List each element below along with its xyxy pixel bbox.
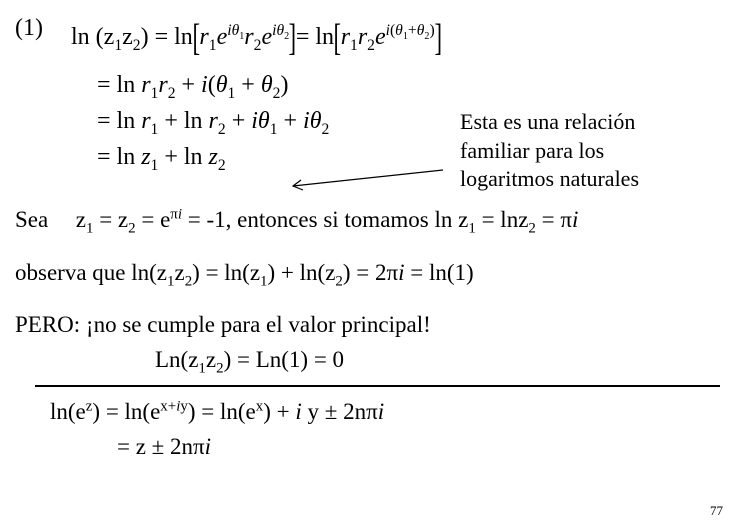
pero-line-2: Ln(z1z2) = Ln(1) = 0	[15, 343, 710, 378]
annotation-text: Esta es una relación familiar para los l…	[460, 108, 700, 194]
divider	[35, 385, 720, 387]
boxed-line-2: = z ± 2nπi	[50, 430, 735, 465]
equation-block: (1) ln (z1z2) = ln[r1eiθ1r2eiθ2]= ln[r1r…	[15, 10, 710, 175]
boxed-line-1: ln(ez) = ln(ex+iy) = ln(ex) + i y ± 2nπi	[50, 395, 735, 430]
pero-line-1: PERO: ¡no se cumple para el valor princi…	[15, 308, 710, 343]
eq-number: (1)	[15, 10, 65, 46]
eq-line-1: (1) ln (z1z2) = ln[r1eiθ1r2eiθ2]= ln[r1r…	[15, 10, 710, 67]
page-number: 77	[710, 503, 723, 519]
arrow-icon	[283, 166, 453, 194]
eq-line-2: = ln r1r2 + i(θ1 + θ2)	[15, 67, 710, 103]
observa-line: observa que ln(z1z2) = ln(z1) + ln(z2) =…	[15, 256, 710, 291]
sea-line: Sea z1 = z2 = eπi = -1, entonces si toma…	[15, 203, 710, 238]
